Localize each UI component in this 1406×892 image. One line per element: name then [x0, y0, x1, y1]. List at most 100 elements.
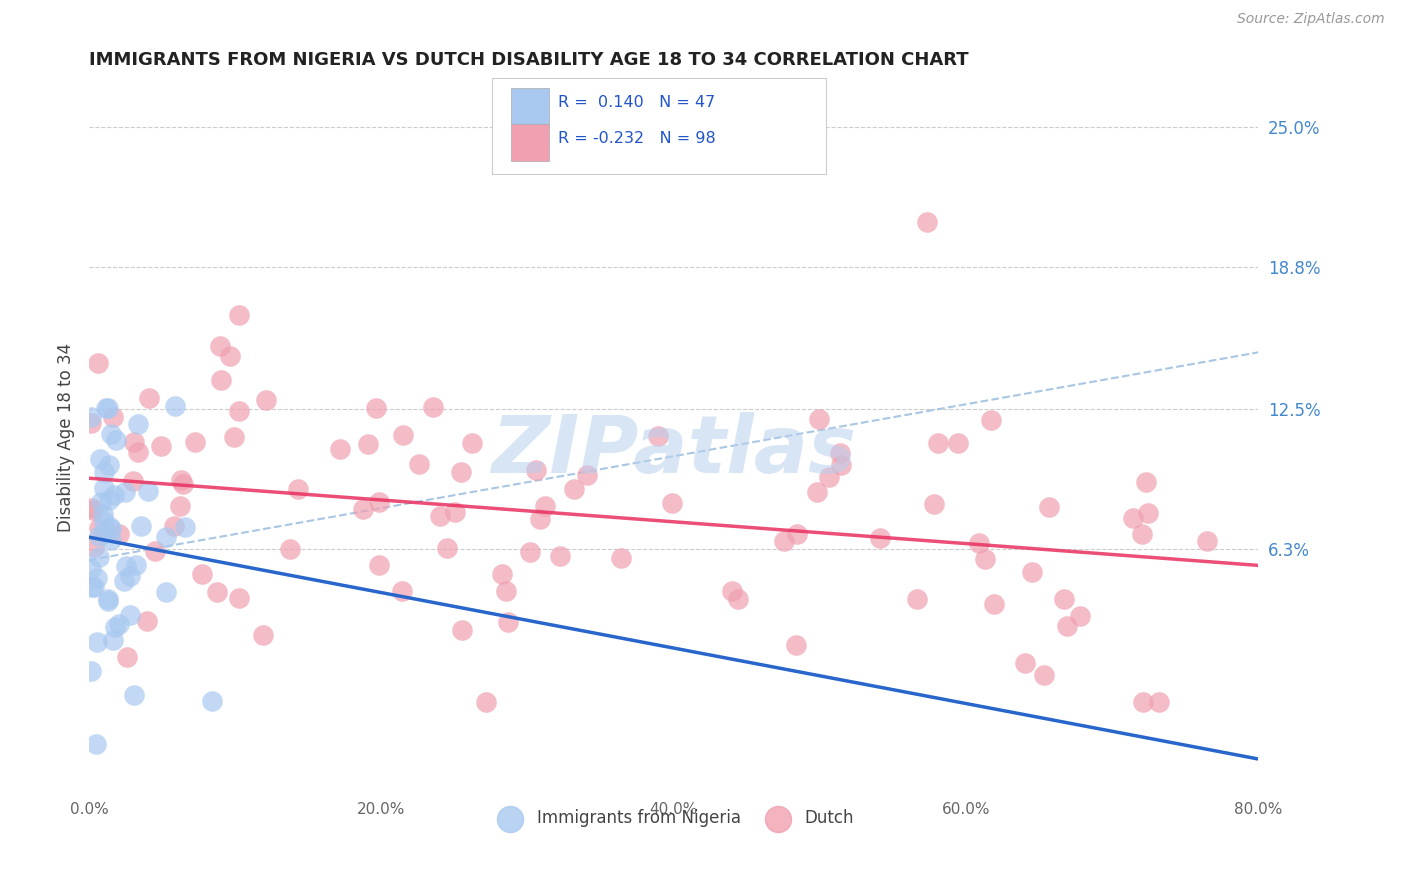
Point: [86, 737, 108, 751]
Point: [367, 558, 389, 573]
Point: [927, 436, 949, 450]
Point: [79, 501, 101, 516]
Point: [93, 482, 115, 496]
Text: R = -0.232   N = 98: R = -0.232 N = 98: [558, 131, 716, 145]
Point: [948, 436, 970, 450]
Point: [100, 533, 122, 547]
Point: [107, 526, 129, 541]
Point: [254, 392, 277, 407]
Point: [228, 308, 250, 322]
Point: [122, 474, 145, 488]
Point: [252, 628, 274, 642]
Point: [1195, 534, 1218, 549]
Point: [496, 615, 519, 629]
FancyBboxPatch shape: [512, 124, 548, 161]
Point: [1135, 475, 1157, 490]
Point: [443, 505, 465, 519]
Point: [89, 452, 111, 467]
Point: [661, 496, 683, 510]
Point: [80, 409, 103, 424]
Point: [1147, 695, 1170, 709]
Point: [97, 594, 120, 608]
Point: [422, 400, 444, 414]
Y-axis label: Disability Age 18 to 34: Disability Age 18 to 34: [58, 343, 75, 532]
Point: [80, 580, 103, 594]
Point: [112, 574, 135, 588]
Point: [495, 583, 517, 598]
Point: [429, 508, 451, 523]
Point: [491, 566, 513, 581]
Point: [647, 429, 669, 443]
Point: [1056, 619, 1078, 633]
Point: [205, 585, 228, 599]
Point: [450, 465, 472, 479]
Point: [191, 566, 214, 581]
Point: [155, 584, 177, 599]
Point: [228, 403, 250, 417]
Point: [149, 438, 172, 452]
Point: [105, 433, 128, 447]
Point: [391, 583, 413, 598]
Point: [155, 530, 177, 544]
Point: [533, 500, 555, 514]
Point: [562, 482, 585, 496]
Point: [209, 339, 232, 353]
Point: [983, 597, 1005, 611]
Point: [87, 529, 110, 543]
Point: [922, 497, 945, 511]
Point: [131, 519, 153, 533]
Point: [450, 624, 472, 638]
Point: [122, 689, 145, 703]
Point: [114, 558, 136, 573]
Point: [222, 430, 245, 444]
Point: [548, 549, 571, 563]
Point: [127, 445, 149, 459]
Point: [169, 499, 191, 513]
Point: [136, 483, 159, 498]
Point: [97, 458, 120, 472]
Point: [773, 534, 796, 549]
Legend: Immigrants from Nigeria, Dutch: Immigrants from Nigeria, Dutch: [486, 803, 860, 834]
Point: [364, 401, 387, 416]
Point: [519, 545, 541, 559]
Point: [524, 463, 547, 477]
Point: [97, 401, 120, 415]
Point: [125, 558, 148, 572]
Point: [460, 435, 482, 450]
Point: [86, 570, 108, 584]
Point: [967, 536, 990, 550]
Point: [807, 412, 830, 426]
Point: [96, 401, 118, 415]
Point: [211, 373, 233, 387]
Point: [329, 442, 352, 456]
Point: [1033, 668, 1056, 682]
Point: [115, 650, 138, 665]
Point: [1132, 695, 1154, 709]
Point: [806, 485, 828, 500]
Point: [785, 638, 807, 652]
Point: [974, 552, 997, 566]
Point: [79, 562, 101, 576]
Point: [368, 494, 391, 508]
Point: [136, 615, 159, 629]
Text: Source: ZipAtlas.com: Source: ZipAtlas.com: [1237, 12, 1385, 26]
Point: [103, 410, 125, 425]
Point: [357, 437, 380, 451]
Point: [83, 540, 105, 554]
Point: [114, 485, 136, 500]
Point: [1038, 500, 1060, 515]
Point: [287, 483, 309, 497]
Point: [1053, 592, 1076, 607]
Point: [1136, 507, 1159, 521]
Point: [145, 543, 167, 558]
Point: [120, 607, 142, 622]
FancyBboxPatch shape: [512, 88, 548, 126]
Point: [576, 468, 599, 483]
Point: [103, 488, 125, 502]
Point: [201, 694, 224, 708]
Point: [1122, 510, 1144, 524]
Point: [609, 551, 631, 566]
Point: [93, 514, 115, 528]
Point: [1014, 656, 1036, 670]
Point: [93, 525, 115, 540]
